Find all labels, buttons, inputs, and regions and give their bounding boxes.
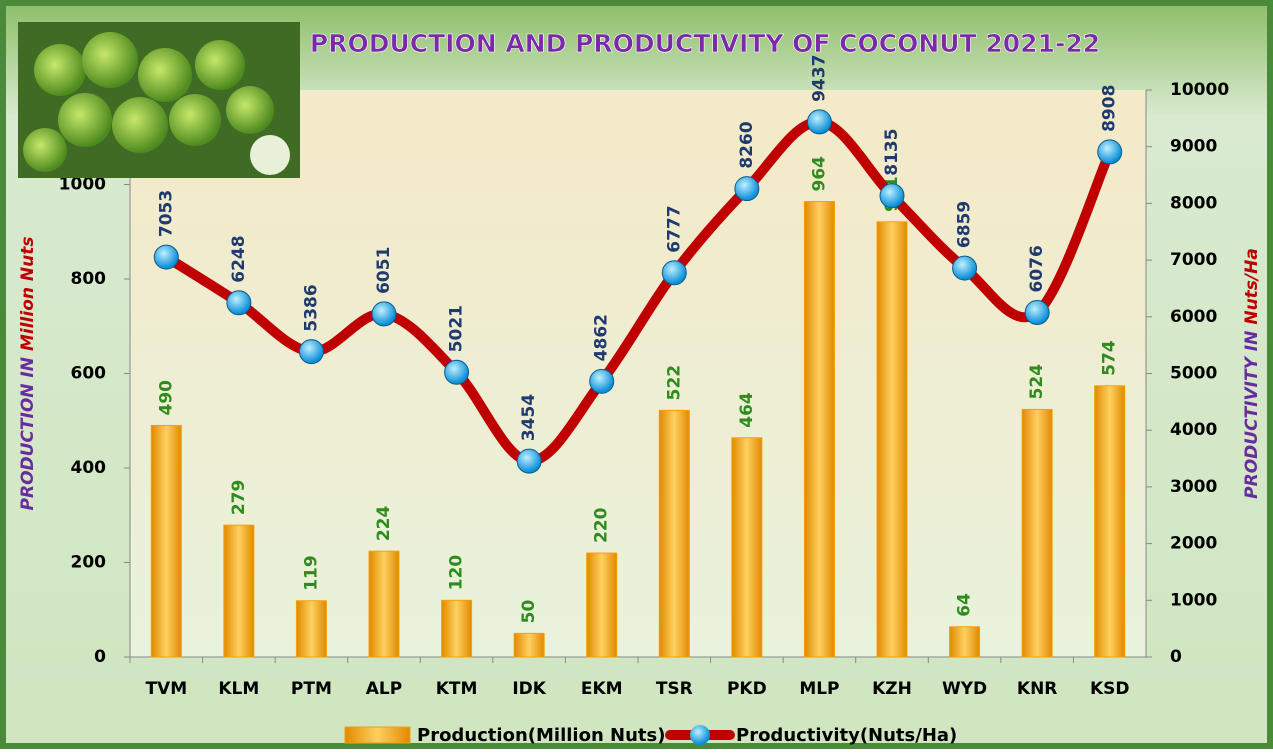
bar — [659, 410, 689, 657]
legend-swatch — [345, 727, 410, 743]
line-value-label: 6076 — [1027, 245, 1047, 292]
line-marker — [662, 261, 686, 285]
x-tick-label: KNR — [1017, 679, 1058, 699]
bar-value-label: 464 — [737, 392, 757, 428]
bar-value-label: 224 — [374, 506, 394, 542]
y2-tick-label: 8000 — [1170, 193, 1217, 213]
line-value-label: 4862 — [592, 314, 612, 361]
y2-tick-label: 3000 — [1170, 477, 1217, 497]
y2-tick-label: 10000 — [1170, 80, 1229, 100]
bar-value-label: 574 — [1100, 340, 1120, 376]
line-value-label: 5386 — [301, 284, 321, 331]
x-tick-label: TVM — [145, 679, 187, 699]
x-tick-label: KTM — [436, 679, 478, 699]
bar — [1095, 386, 1125, 657]
bar — [151, 425, 181, 657]
y-tick-label: 800 — [71, 269, 107, 289]
axis-title-part: PRODUCTION IN — [18, 357, 38, 510]
y2-tick-label: 4000 — [1170, 420, 1217, 440]
y-tick-label: 600 — [71, 364, 107, 384]
line-marker — [735, 177, 759, 201]
bar-value-label: 490 — [156, 380, 176, 416]
y2-tick-label: 9000 — [1170, 137, 1217, 157]
bar — [369, 551, 399, 657]
x-tick-label: PTM — [291, 679, 332, 699]
bar — [514, 633, 544, 657]
line-marker — [517, 449, 541, 473]
bar-value-label: 522 — [664, 365, 684, 401]
x-tick-label: ALP — [366, 679, 402, 699]
bar-value-label: 119 — [301, 555, 321, 591]
x-tick-label: EKM — [581, 679, 623, 699]
bar — [804, 202, 834, 657]
line-value-label: 8908 — [1100, 85, 1120, 132]
line-value-label: 8260 — [737, 121, 757, 168]
line-marker — [445, 360, 469, 384]
line-marker — [590, 369, 614, 393]
line-marker — [953, 256, 977, 280]
axis-title-part: PRODUCTIVITY IN — [1242, 331, 1262, 499]
chart-title: PRODUCTION AND PRODUCTIVITY OF COCONUT 2… — [310, 29, 1100, 58]
line-marker — [1025, 300, 1049, 324]
bar — [877, 222, 907, 657]
bar — [1022, 409, 1052, 657]
bar-value-label: 279 — [229, 480, 249, 516]
line-marker — [227, 291, 251, 315]
x-tick-label: IDK — [512, 679, 546, 699]
y2-tick-label: 2000 — [1170, 534, 1217, 554]
y2-tick-label: 0 — [1170, 647, 1182, 667]
line-marker — [154, 245, 178, 269]
bar-value-label: 50 — [519, 600, 539, 624]
x-tick-label: WYD — [942, 679, 987, 699]
y-tick-label: 200 — [71, 553, 107, 573]
line-value-label: 9437 — [809, 55, 829, 102]
line-marker — [880, 184, 904, 208]
axis-title: PRODUCTION IN Million Nuts — [18, 237, 38, 511]
x-tick-label: MLP — [799, 679, 839, 699]
y-tick-label: 0 — [94, 647, 106, 667]
axis-title-part: Million Nuts — [18, 237, 38, 352]
y-tick-label: 400 — [71, 458, 107, 478]
x-tick-label: TSR — [656, 679, 693, 699]
line-value-label: 8135 — [882, 128, 902, 175]
x-tick-label: KLM — [218, 679, 259, 699]
x-tick-label: KSD — [1090, 679, 1130, 699]
line-value-label: 5021 — [447, 305, 467, 352]
line-value-label: 6777 — [664, 205, 684, 252]
y2-tick-label: 5000 — [1170, 364, 1217, 384]
x-tick-label: KZH — [872, 679, 912, 699]
photo — [18, 22, 300, 178]
line-value-label: 6859 — [955, 201, 975, 248]
y2-tick-label: 1000 — [1170, 590, 1217, 610]
bar — [587, 553, 617, 657]
line-value-label: 6248 — [229, 235, 249, 282]
bar — [442, 600, 472, 657]
line-marker — [372, 302, 396, 326]
legend-marker — [690, 725, 710, 745]
legend-label: Production(Million Nuts) — [417, 725, 665, 746]
bar — [732, 438, 762, 657]
line-marker — [299, 340, 323, 364]
bar-value-label: 64 — [955, 593, 975, 617]
x-tick-label: PKD — [727, 679, 767, 699]
y2-tick-label: 7000 — [1170, 250, 1217, 270]
bar-value-label: 120 — [447, 555, 467, 591]
y2-tick-label: 6000 — [1170, 307, 1217, 327]
bar — [296, 601, 326, 657]
line-value-label: 6051 — [374, 247, 394, 294]
legend-label: Productivity(Nuts/Ha) — [736, 725, 957, 746]
bar-value-label: 964 — [809, 156, 829, 192]
axis-title: PRODUCTIVITY IN Nuts/Ha — [1242, 248, 1262, 499]
line-value-label: 7053 — [156, 190, 176, 237]
line-value-label: 3454 — [519, 394, 539, 441]
chart: PRODUCTION AND PRODUCTIVITY OF COCONUT 2… — [0, 0, 1273, 749]
line-marker — [1098, 140, 1122, 164]
bar-value-label: 524 — [1027, 364, 1047, 400]
bar-value-label: 220 — [592, 507, 612, 543]
bar — [224, 525, 254, 657]
line-marker — [807, 110, 831, 134]
bar — [950, 627, 980, 657]
axis-title-part: Nuts/Ha — [1242, 248, 1262, 324]
